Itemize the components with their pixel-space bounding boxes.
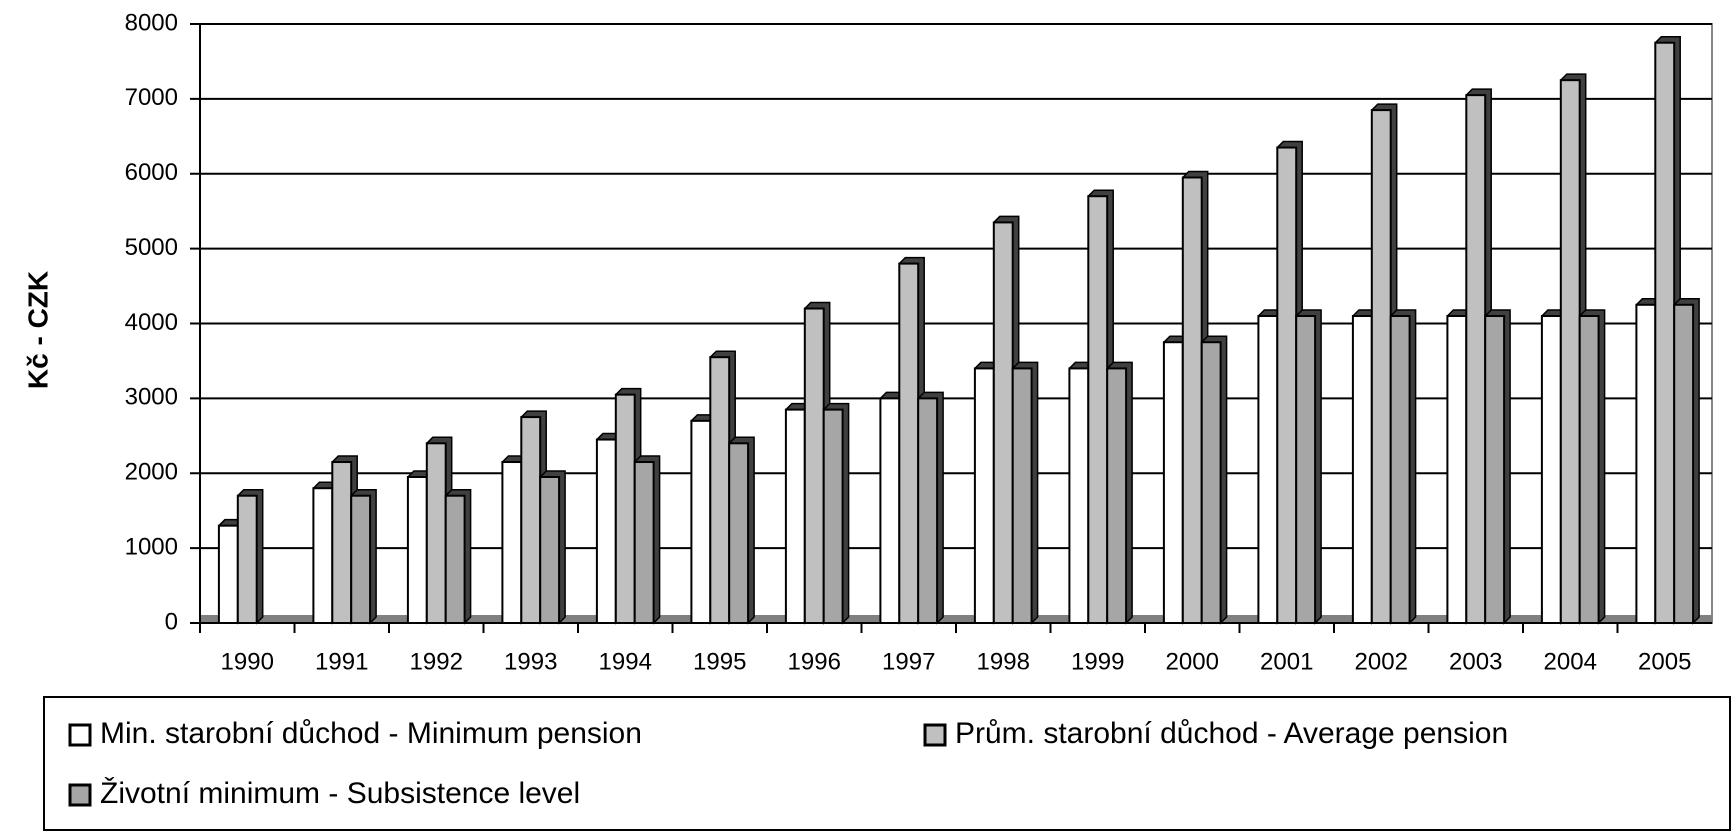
bar bbox=[217, 524, 239, 624]
bar bbox=[1068, 367, 1090, 624]
bar bbox=[633, 461, 655, 624]
bar bbox=[595, 438, 617, 624]
bar bbox=[784, 408, 806, 625]
bar bbox=[728, 442, 750, 624]
x-tick-label: 2002 bbox=[1355, 648, 1408, 675]
bar bbox=[501, 461, 523, 624]
x-tick-label: 1997 bbox=[882, 648, 935, 675]
x-tick-label: 2003 bbox=[1449, 648, 1502, 675]
bar bbox=[444, 494, 466, 624]
y-tick-label: 6000 bbox=[125, 159, 178, 186]
y-tick-label: 5000 bbox=[125, 234, 178, 261]
bar bbox=[1370, 109, 1392, 624]
floor bbox=[200, 615, 1712, 623]
bar bbox=[614, 393, 636, 624]
y-tick-label: 8000 bbox=[125, 9, 178, 36]
y-tick-label: 7000 bbox=[125, 84, 178, 111]
bar bbox=[822, 408, 844, 625]
x-tick-label: 2001 bbox=[1260, 648, 1313, 675]
y-tick-label: 1000 bbox=[125, 533, 178, 560]
y-tick-label: 4000 bbox=[125, 309, 178, 336]
bar bbox=[709, 356, 731, 624]
legend-label: Životní minimum - Subsistence level bbox=[100, 777, 580, 810]
legend-swatch bbox=[923, 723, 947, 747]
x-tick-label: 1991 bbox=[315, 648, 368, 675]
bar bbox=[539, 475, 561, 624]
bar bbox=[1559, 79, 1581, 624]
bar bbox=[1484, 315, 1506, 624]
bar bbox=[1276, 146, 1298, 624]
bar bbox=[520, 416, 542, 624]
bar bbox=[898, 262, 920, 624]
bar bbox=[1654, 41, 1676, 624]
x-tick-label: 1990 bbox=[221, 648, 274, 675]
bar bbox=[1181, 176, 1203, 624]
x-tick-label: 1998 bbox=[977, 648, 1030, 675]
x-tick-label: 2000 bbox=[1166, 648, 1219, 675]
bar bbox=[1162, 341, 1184, 624]
bar bbox=[1295, 315, 1317, 624]
bar bbox=[1257, 315, 1279, 624]
legend-box bbox=[43, 696, 1731, 831]
bar bbox=[973, 367, 995, 624]
bar bbox=[1087, 195, 1109, 624]
bar bbox=[1578, 315, 1600, 624]
legend-swatch bbox=[68, 783, 92, 807]
bar bbox=[1106, 367, 1128, 624]
y-tick-label: 2000 bbox=[125, 459, 178, 486]
bar bbox=[236, 494, 258, 624]
bar bbox=[879, 397, 901, 624]
bar bbox=[917, 397, 939, 624]
x-tick-label: 1995 bbox=[693, 648, 746, 675]
x-tick-label: 1992 bbox=[410, 648, 463, 675]
bar bbox=[803, 307, 825, 624]
bar bbox=[690, 419, 712, 624]
y-tick-label: 0 bbox=[165, 608, 178, 635]
x-tick-label: 2005 bbox=[1638, 648, 1691, 675]
x-tick-label: 1999 bbox=[1071, 648, 1124, 675]
bar bbox=[1011, 367, 1033, 624]
legend-label: Min. starobní důchod - Minimum pension bbox=[100, 717, 642, 750]
bar bbox=[406, 475, 428, 624]
bar bbox=[1635, 303, 1657, 624]
bar bbox=[425, 442, 447, 624]
bar bbox=[331, 461, 353, 624]
bar bbox=[1351, 315, 1373, 624]
x-tick-label: 2004 bbox=[1544, 648, 1597, 675]
x-tick-label: 1993 bbox=[504, 648, 557, 675]
y-axis-label: Kč - CZK bbox=[22, 271, 53, 389]
legend-swatch bbox=[68, 723, 92, 747]
bar bbox=[312, 487, 334, 624]
bar bbox=[1389, 315, 1411, 624]
x-tick-label: 1996 bbox=[788, 648, 841, 675]
x-tick-label: 1994 bbox=[599, 648, 652, 675]
bar bbox=[1200, 341, 1222, 624]
bar bbox=[1673, 303, 1695, 624]
y-tick-label: 3000 bbox=[125, 384, 178, 411]
bar bbox=[1446, 315, 1468, 624]
bar bbox=[350, 494, 372, 624]
legend-label: Prům. starobní důchod - Average pension bbox=[955, 717, 1508, 750]
bar bbox=[1540, 315, 1562, 624]
bar bbox=[1465, 94, 1487, 625]
bar bbox=[992, 221, 1014, 624]
